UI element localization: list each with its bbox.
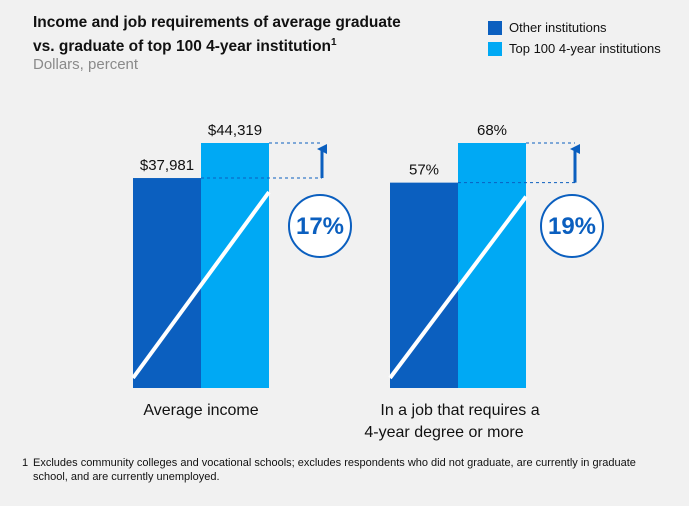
chart-title-line2: vs. graduate of top 100 4-year instituti…: [33, 38, 332, 55]
diff-label-0: 17%: [296, 213, 344, 240]
legend-swatch-top100: [488, 41, 502, 56]
category-label-1-line1: In a job that requires a: [380, 402, 539, 419]
category-label-1-line2: 4-year degree or more: [364, 424, 523, 441]
trend-line-1: [388, 195, 528, 380]
legend-item-top100: Top 100 4-year institutions: [488, 39, 661, 58]
chart-area: 17% $37,981 $44,319 Average income 19% 57% 68%…: [131, 122, 604, 441]
bar-other-1: [390, 182, 458, 388]
value-label-other-1: 57%: [409, 162, 439, 179]
value-label-top100-1: 68%: [477, 122, 507, 139]
footnote-text: Excludes community colleges and vocation…: [33, 457, 636, 483]
legend-label-other: Other institutions: [509, 20, 607, 35]
diff-label-1: 19%: [548, 213, 596, 240]
bar-other-0: [133, 178, 201, 388]
trend-line-0: [131, 190, 271, 380]
footnote-marker: 1: [22, 457, 29, 469]
legend-item-other: Other institutions: [488, 18, 661, 37]
category-label-0: Average income: [143, 402, 258, 419]
legend-label-top100: Top 100 4-year institutions: [509, 41, 661, 56]
value-label-other-0: $37,981: [140, 157, 194, 174]
bar-top100-0: [201, 143, 269, 388]
chart-title: Income and job requirements of average g…: [33, 13, 473, 57]
chart-title-line1: Income and job requirements of average g…: [33, 14, 401, 31]
chart-subtitle: Dollars, percent: [33, 56, 139, 73]
diff-circle-0: [288, 194, 352, 258]
bar-top100-1: [458, 143, 526, 388]
legend-swatch-other: [488, 20, 502, 35]
legend: Other institutions Top 100 4-year instit…: [488, 18, 661, 60]
title-footnote-marker: 1: [331, 37, 337, 48]
diff-circle-1: [540, 194, 604, 258]
value-label-top100-0: $44,319: [208, 122, 262, 139]
